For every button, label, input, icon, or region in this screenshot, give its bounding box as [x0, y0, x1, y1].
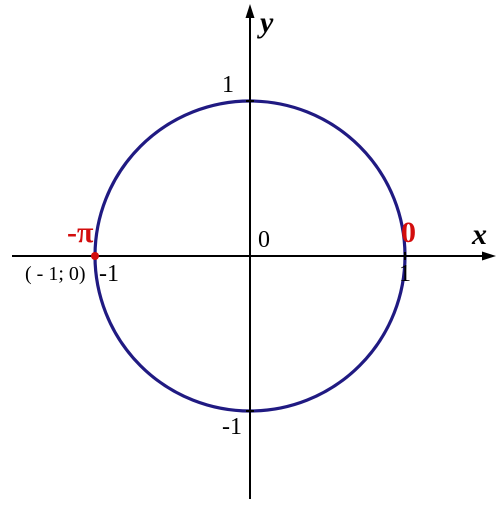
x-tick-1: 1: [399, 262, 411, 286]
y-axis-label: y: [260, 8, 273, 38]
x-tick--1: -1: [99, 262, 119, 286]
unit-circle-svg: [0, 0, 500, 511]
y-tick-1: 1: [222, 73, 234, 97]
origin-label: 0: [258, 228, 270, 252]
x-axis-label: x: [472, 220, 487, 250]
point-marker: [91, 252, 99, 260]
angle-0: 0: [401, 218, 416, 248]
angle-neg-pi: -π: [67, 218, 93, 248]
y-arrow: [246, 4, 255, 18]
point-coord: ( - 1; 0): [25, 264, 86, 284]
x-arrow: [482, 252, 496, 261]
chart-root: x y 0 -1 1 1 -1 0 -π ( - 1; 0): [0, 0, 500, 511]
y-tick--1: -1: [222, 415, 242, 439]
